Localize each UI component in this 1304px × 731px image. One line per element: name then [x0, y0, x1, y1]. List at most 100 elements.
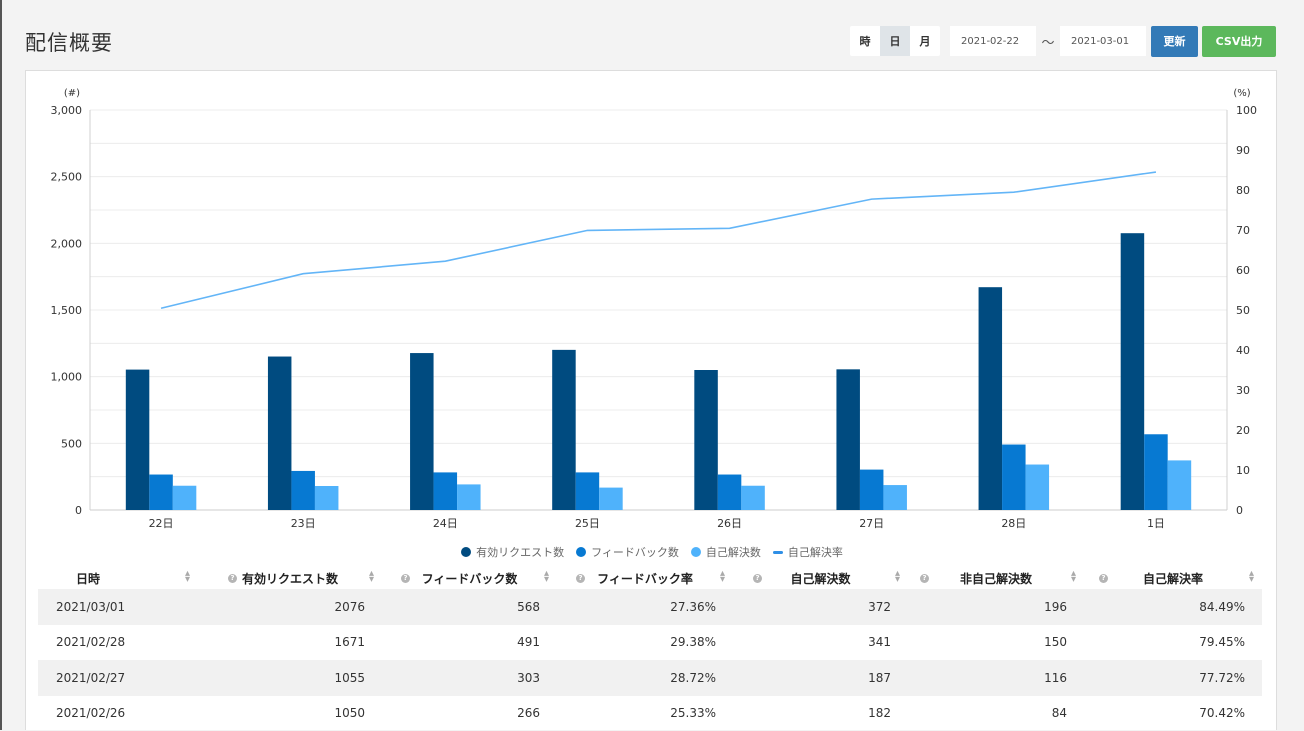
cell-date: 2021/02/28: [38, 635, 198, 649]
bar-1-1: [291, 471, 315, 510]
right-axis-tick-label: 100: [1236, 104, 1257, 117]
right-axis-tick-label: 90: [1236, 144, 1250, 157]
cell-feedback-rate: 25.33%: [557, 706, 733, 720]
x-axis-tick-label: 25日: [575, 517, 600, 530]
x-axis-tick-label: 26日: [717, 517, 742, 530]
right-axis-tick-label: 40: [1236, 344, 1250, 357]
cell-feedback: 568: [382, 600, 557, 614]
cell-feedback-rate: 27.36%: [557, 600, 733, 614]
bar-2-7: [1168, 460, 1192, 510]
summary-table: 日時 ▴▾ ? 有効リクエスト数 ▴▾ ? フィードバック数 ▴▾ ? フィード…: [38, 568, 1262, 731]
cell-self-resolved: 341: [733, 635, 908, 649]
column-header-valid-requests[interactable]: ? 有効リクエスト数 ▴▾: [198, 568, 382, 589]
bar-0-3: [552, 350, 576, 510]
column-header-feedback-rate[interactable]: ? フィードバック率 ▴▾: [557, 568, 733, 589]
info-icon[interactable]: ?: [401, 574, 410, 583]
table-row: 2021/03/01 2076 568 27.36% 372 196 84.49…: [38, 589, 1262, 625]
bar-0-4: [694, 370, 718, 510]
left-axis-tick-label: 500: [61, 437, 82, 450]
cell-not-self-resolved: 150: [908, 635, 1084, 649]
legend-item-self-resolution-rate[interactable]: 自己解決率: [773, 544, 843, 560]
cell-self-resolution-rate: 79.45%: [1084, 635, 1262, 649]
right-axis-tick-label: 30: [1236, 384, 1250, 397]
legend-item-valid-requests[interactable]: 有効リクエスト数: [461, 544, 564, 560]
info-icon[interactable]: ?: [920, 574, 929, 583]
column-header-feedback[interactable]: ? フィードバック数 ▴▾: [382, 568, 557, 589]
cell-self-resolved: 182: [733, 706, 908, 720]
cell-feedback: 266: [382, 706, 557, 720]
sort-icon[interactable]: ▴▾: [185, 571, 190, 583]
right-axis-tick-label: 20: [1236, 424, 1250, 437]
bar-1-5: [860, 470, 884, 510]
right-axis-tick-label: 10: [1236, 464, 1250, 477]
bar-1-2: [434, 472, 458, 510]
x-axis-tick-label: 27日: [859, 517, 884, 530]
bar-1-6: [1002, 445, 1026, 510]
bar-0-2: [410, 353, 434, 510]
cell-valid-requests: 2076: [198, 600, 382, 614]
bar-2-3: [599, 488, 623, 510]
chart-legend: 有効リクエスト数 フィードバック数 自己解決数 自己解決率: [0, 544, 1304, 560]
right-axis-tick-label: 80: [1236, 184, 1250, 197]
bar-0-5: [836, 369, 860, 510]
column-header-label: 日時: [76, 570, 100, 587]
legend-label: 自己解決率: [788, 544, 843, 560]
bar-1-3: [576, 472, 600, 510]
column-header-label: 自己解決数: [790, 570, 850, 587]
left-axis-tick-label: 2,000: [51, 237, 83, 250]
sort-icon[interactable]: ▴▾: [720, 571, 725, 583]
cell-not-self-resolved: 196: [908, 600, 1084, 614]
cell-self-resolved: 372: [733, 600, 908, 614]
column-header-label: 非自己解決数: [960, 570, 1032, 587]
sort-icon[interactable]: ▴▾: [369, 571, 374, 583]
cell-valid-requests: 1671: [198, 635, 382, 649]
column-header-label: フィードバック率: [597, 570, 693, 587]
cell-feedback-rate: 28.72%: [557, 671, 733, 685]
info-icon[interactable]: ?: [228, 574, 237, 583]
sort-icon[interactable]: ▴▾: [1249, 571, 1254, 583]
bar-1-0: [149, 475, 173, 510]
cell-not-self-resolved: 116: [908, 671, 1084, 685]
delivery-chart: 05001,0001,5002,0002,5003,00001020304050…: [0, 0, 1304, 540]
cell-self-resolution-rate: 77.72%: [1084, 671, 1262, 685]
info-icon[interactable]: ?: [753, 574, 762, 583]
cell-self-resolution-rate: 70.42%: [1084, 706, 1262, 720]
right-axis-tick-label: 0: [1236, 504, 1243, 517]
bar-2-5: [883, 485, 907, 510]
column-header-self-resolved[interactable]: ? 自己解決数 ▴▾: [733, 568, 908, 589]
column-header-self-resolution-rate[interactable]: ? 自己解決率 ▴▾: [1084, 568, 1262, 589]
legend-label: 有効リクエスト数: [476, 544, 564, 560]
legend-marker: [691, 547, 701, 557]
cell-date: 2021/02/27: [38, 671, 198, 685]
bar-2-2: [457, 484, 481, 510]
right-axis-tick-label: 50: [1236, 304, 1250, 317]
cell-valid-requests: 1050: [198, 706, 382, 720]
column-header-date[interactable]: 日時 ▴▾: [38, 568, 198, 589]
sort-icon[interactable]: ▴▾: [1071, 571, 1076, 583]
info-icon[interactable]: ?: [576, 574, 585, 583]
cell-feedback: 303: [382, 671, 557, 685]
x-axis-tick-label: 24日: [433, 517, 458, 530]
table-row: 2021/02/26 1050 266 25.33% 182 84 70.42%: [38, 696, 1262, 731]
info-icon[interactable]: ?: [1099, 574, 1108, 583]
cell-feedback: 491: [382, 635, 557, 649]
sort-icon[interactable]: ▴▾: [544, 571, 549, 583]
column-header-not-self-resolved[interactable]: ? 非自己解決数 ▴▾: [908, 568, 1084, 589]
legend-label: 自己解決数: [706, 544, 761, 560]
sort-icon[interactable]: ▴▾: [895, 571, 900, 583]
legend-item-self-resolved[interactable]: 自己解決数: [691, 544, 761, 560]
left-axis-tick-label: 1,000: [51, 371, 83, 384]
x-axis-tick-label: 23日: [291, 517, 316, 530]
right-axis-unit: (%): [1233, 88, 1250, 99]
table-header: 日時 ▴▾ ? 有効リクエスト数 ▴▾ ? フィードバック数 ▴▾ ? フィード…: [38, 568, 1262, 589]
legend-item-feedback[interactable]: フィードバック数: [576, 544, 679, 560]
bar-0-6: [979, 287, 1003, 510]
left-axis-tick-label: 2,500: [51, 171, 83, 184]
bar-1-4: [718, 475, 742, 510]
legend-marker: [576, 547, 586, 557]
cell-valid-requests: 1055: [198, 671, 382, 685]
column-header-label: フィードバック数: [422, 570, 518, 587]
bar-0-0: [126, 370, 150, 510]
right-axis-tick-label: 70: [1236, 224, 1250, 237]
cell-feedback-rate: 29.38%: [557, 635, 733, 649]
